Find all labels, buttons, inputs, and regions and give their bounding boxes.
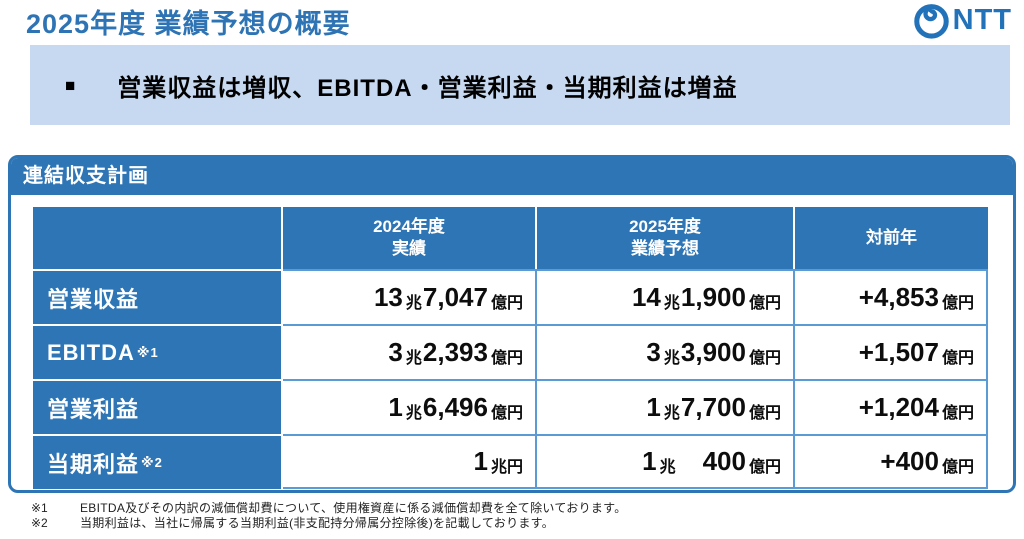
ntt-logo-text: NTT — [952, 4, 1012, 36]
value-operating-revenue-yoy: +4,853 億円 — [795, 269, 988, 324]
table-header-fy2024: 2024年度 実績 — [283, 207, 537, 269]
footnote-2: ※2 当期利益は、当社に帰属する当期利益(非支配持分帰属分控除後)を記載しており… — [0, 516, 1024, 531]
value-net-profit-yoy: +400 億円 — [795, 434, 988, 489]
key-message-banner: ■ 営業収益は増収、EBITDA・営業利益・当期利益は増益 — [30, 45, 1010, 125]
row-label-text: 営業収益 — [47, 286, 140, 312]
value-operating-profit-fy2024: 1 兆 6,496 億円 — [283, 379, 537, 434]
results-forecast-table: 2024年度 実績 2025年度 業績予想 対前年 営業収益 13 兆 7,047 億… — [33, 207, 1013, 489]
row-label-text: EBITDA — [47, 339, 135, 365]
value-net-profit-fy2024: 1 兆円 — [283, 434, 537, 489]
footnote-marker: ※2 — [31, 516, 48, 530]
bullet-square-icon: ■ — [65, 75, 76, 95]
value-operating-revenue-fy2025: 14 兆 1,900 億円 — [537, 269, 795, 324]
page-title: 2025年度 業績予想の概要 — [26, 9, 351, 39]
value-ebitda-fy2024: 3 兆 2,393 億円 — [283, 324, 537, 379]
footnote-1: ※1 EBITDA及びその内訳の減価償却費について、使用権資産に係る減価償却費を… — [0, 501, 1024, 516]
row-label-operating-revenue: 営業収益 — [33, 269, 283, 324]
footnote-text: 当期利益は、当社に帰属する当期利益(非支配持分帰属分控除後)を記載しております。 — [80, 516, 555, 530]
value-operating-revenue-fy2024: 13 兆 7,047 億円 — [283, 269, 537, 324]
table-header-fy2025: 2025年度 業績予想 — [537, 207, 795, 269]
key-message-text: 営業収益は増収、EBITDA・営業利益・当期利益は増益 — [117, 74, 738, 102]
row-label-text: 当期利益 — [47, 451, 140, 477]
table-header-blank — [33, 207, 283, 269]
footnote-text: EBITDA及びその内訳の減価償却費について、使用権資産に係る減価償却費を全て除… — [80, 501, 627, 515]
value-operating-profit-fy2025: 1 兆 7,700 億円 — [537, 379, 795, 434]
value-ebitda-yoy: +1,507 億円 — [795, 324, 988, 379]
panel-title: 連結収支計画 — [11, 158, 1013, 195]
ntt-dynamic-loop-icon — [913, 4, 949, 39]
value-ebitda-fy2025: 3 兆 3,900 億円 — [537, 324, 795, 379]
footnotes: ※1 EBITDA及びその内訳の減価償却費について、使用権資産に係る減価償却費を… — [0, 501, 1024, 531]
row-label-ebitda: EBITDA ※1 — [33, 324, 283, 379]
ntt-logo: NTT — [913, 2, 1012, 39]
row-label-text: 営業利益 — [47, 396, 140, 422]
consolidated-plan-panel: 連結収支計画 2024年度 実績 2025年度 業績予想 対前年 営業収益 13… — [8, 155, 1016, 493]
footnote-marker: ※1 — [31, 501, 48, 515]
row-label-operating-profit: 営業利益 — [33, 379, 283, 434]
row-label-net-profit: 当期利益 ※2 — [33, 434, 283, 489]
value-operating-profit-yoy: +1,204 億円 — [795, 379, 988, 434]
table-header-yoy: 対前年 — [795, 207, 988, 269]
